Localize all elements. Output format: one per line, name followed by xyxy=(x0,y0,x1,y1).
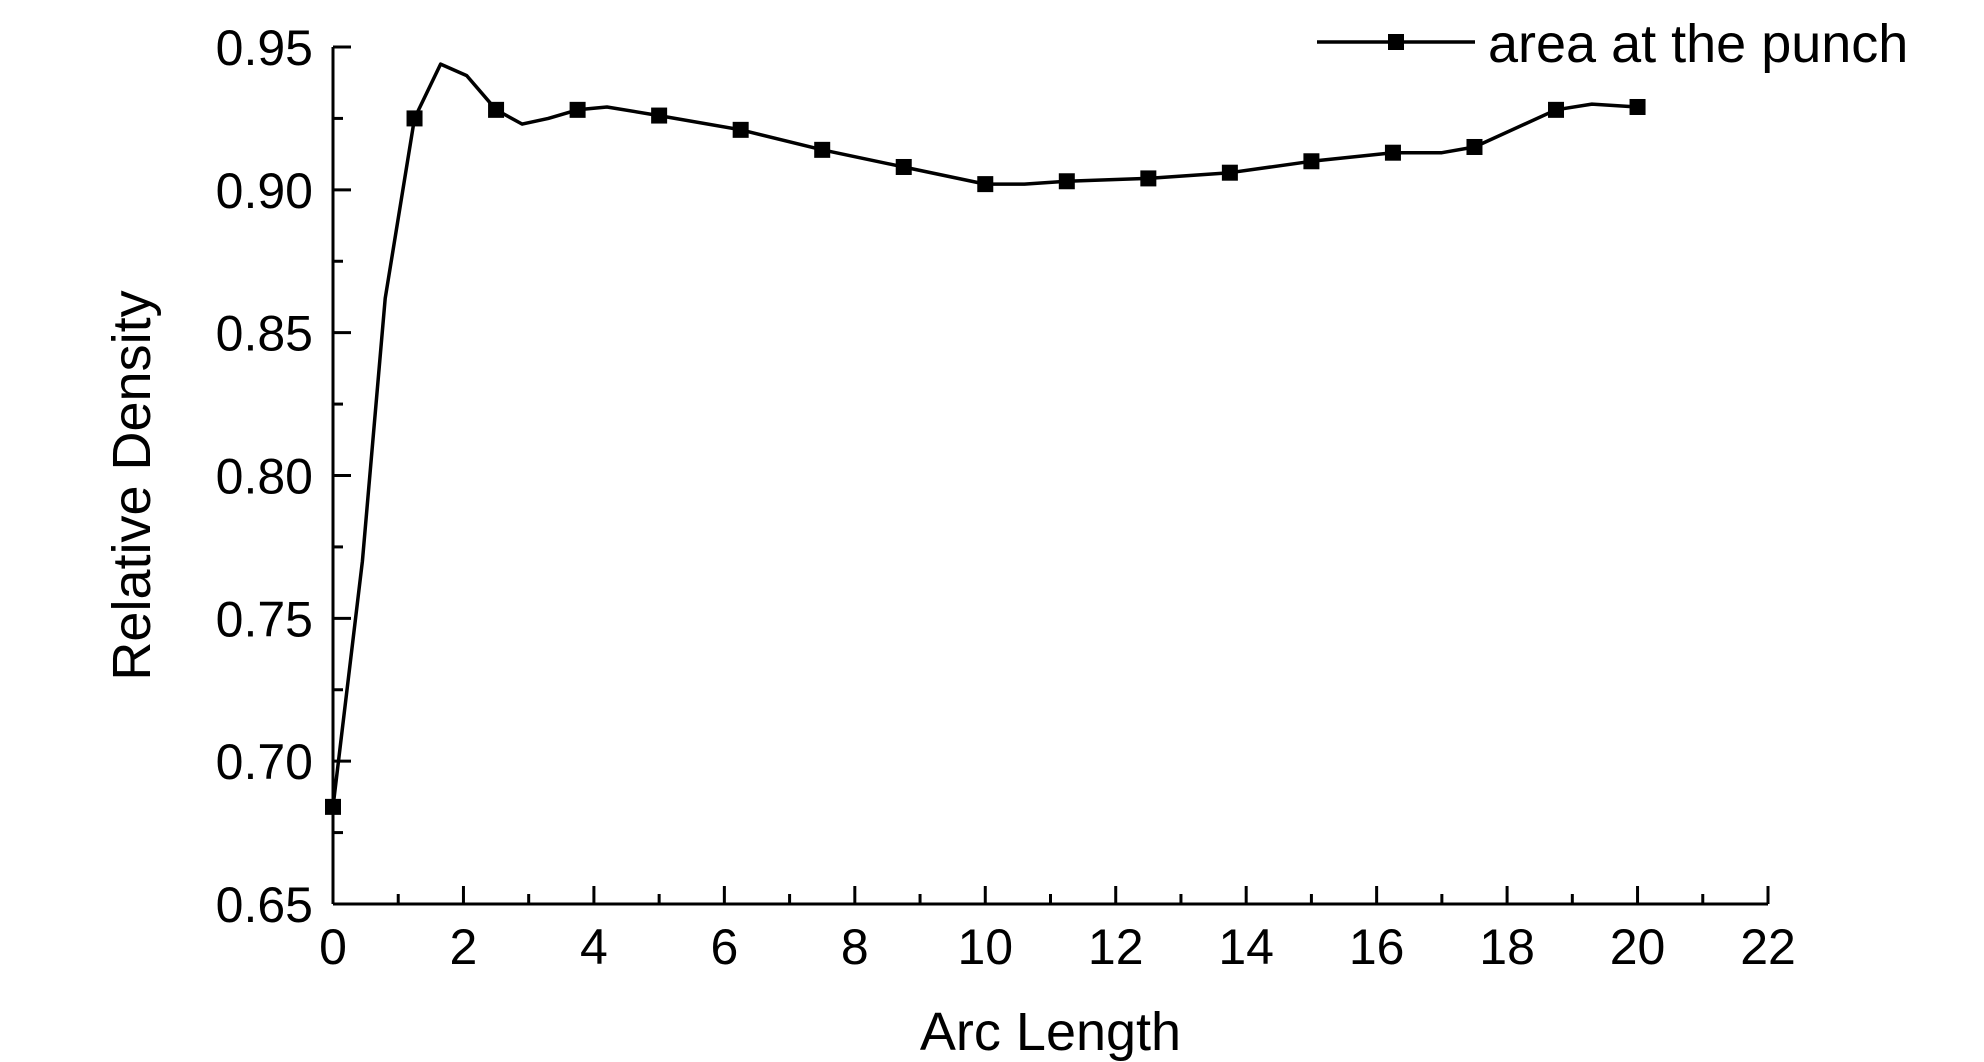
data-point-marker xyxy=(1140,170,1157,187)
x-tick-label: 14 xyxy=(1218,919,1274,975)
data-point-marker xyxy=(406,110,423,127)
data-point-marker xyxy=(488,101,505,118)
data-point-marker xyxy=(1303,153,1320,170)
y-tick-label: 0.75 xyxy=(216,591,313,647)
data-point-marker xyxy=(325,798,341,815)
x-tick-label: 2 xyxy=(450,919,478,975)
legend-label: area at the punch xyxy=(1488,14,1908,74)
x-tick-label: 22 xyxy=(1740,919,1796,975)
x-tick-label: 0 xyxy=(319,919,347,975)
data-point-marker xyxy=(1058,173,1075,190)
y-tick-label: 0.85 xyxy=(216,306,313,362)
x-axis: 0 2 4 6 8 10 12 14 16 18 20 22 xyxy=(319,886,1796,975)
x-tick-label: 6 xyxy=(710,919,738,975)
data-point-marker xyxy=(1629,98,1646,115)
x-tick-label: 4 xyxy=(580,919,608,975)
data-point-marker xyxy=(651,107,668,124)
series-layer xyxy=(325,62,1646,815)
data-point-marker xyxy=(1221,164,1238,181)
y-axis: 0.65 0.70 0.75 0.80 0.85 0.90 0.95 xyxy=(216,20,351,933)
y-tick-label: 0.80 xyxy=(216,449,313,505)
x-tick-label: 18 xyxy=(1479,919,1535,975)
data-point-marker xyxy=(814,141,831,158)
data-point-marker xyxy=(732,121,749,138)
y-axis-title: Relative Density xyxy=(102,290,162,680)
legend-marker-square xyxy=(1388,34,1404,50)
y-tick-label: 0.70 xyxy=(216,734,313,790)
x-tick-label: 20 xyxy=(1610,919,1666,975)
data-point-marker xyxy=(1548,101,1565,118)
series-line xyxy=(331,62,1638,808)
y-tick-label: 0.90 xyxy=(216,163,313,219)
x-tick-label: 10 xyxy=(957,919,1013,975)
x-tick-label: 8 xyxy=(841,919,869,975)
x-tick-label: 16 xyxy=(1349,919,1405,975)
data-point-marker xyxy=(1384,144,1401,161)
data-point-marker xyxy=(895,158,912,175)
data-point-marker xyxy=(977,176,994,193)
data-point-marker xyxy=(1466,138,1483,155)
x-axis-title: Arc Length xyxy=(920,1002,1181,1062)
y-tick-label: 0.95 xyxy=(216,20,313,76)
x-tick-label: 12 xyxy=(1088,919,1144,975)
y-tick-label: 0.65 xyxy=(216,877,313,933)
legend: area at the punch xyxy=(1317,14,1908,74)
data-point-marker xyxy=(569,101,586,118)
